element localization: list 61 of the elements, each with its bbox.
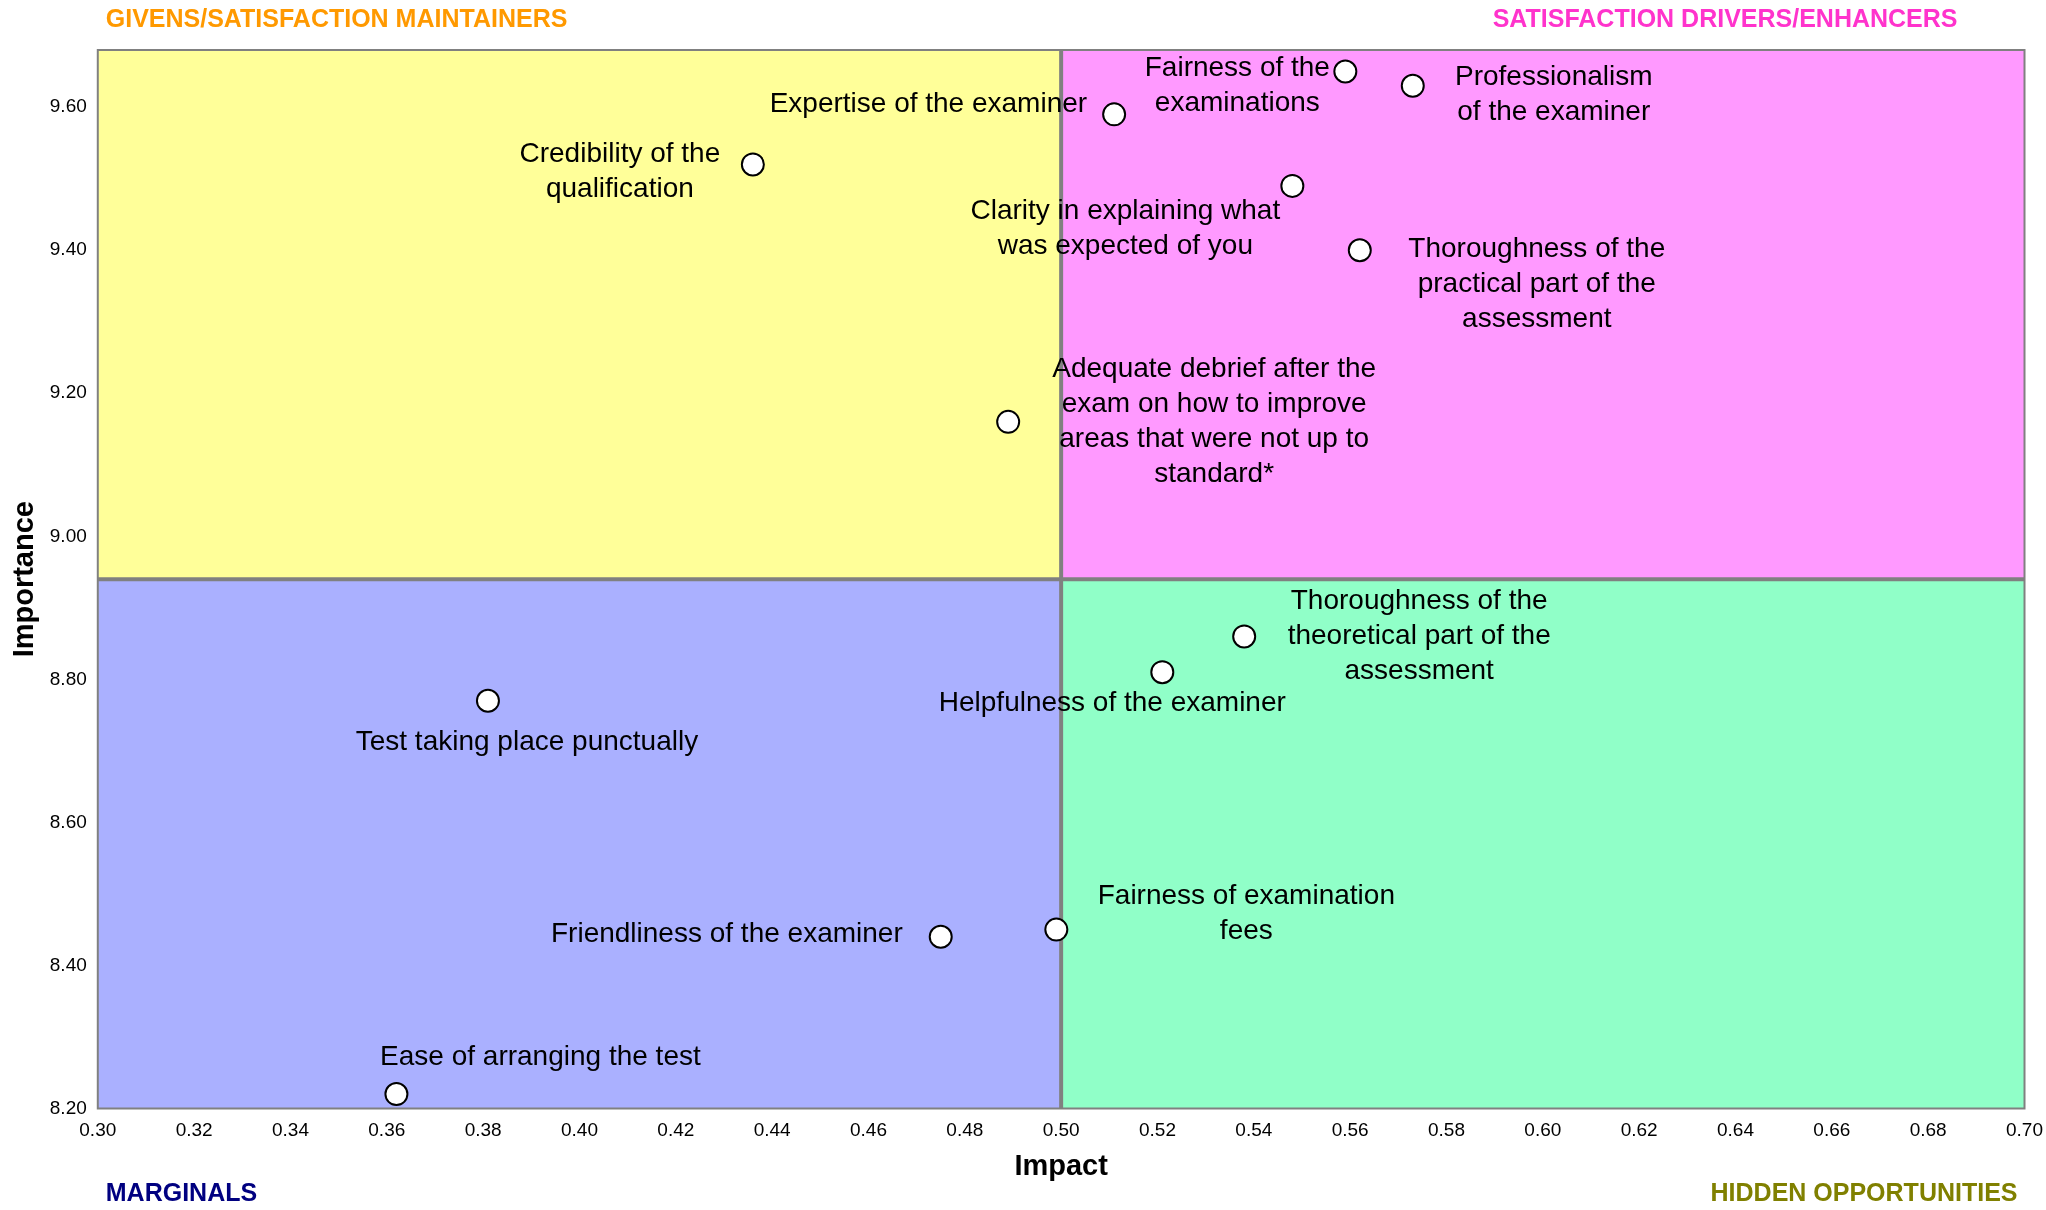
point [1102,102,1127,127]
band-label: SATISFACTION DRIVERS/ENHANCERS [1492,3,1958,32]
y-tick-label: 9.20 [49,381,87,403]
y-tick-label: 8.40 [49,953,87,975]
point [996,409,1021,434]
x-axis-title: Impact [1014,1148,1109,1181]
x-tick-label: 0.70 [2006,1119,2043,1141]
annotation: Thoroughness of the practical part of the assessment [1408,231,1666,333]
x-tick-label: 0.44 [753,1119,792,1141]
annotation: Test taking place punctually [355,725,699,757]
point [475,688,500,713]
y-tick-label: 9.60 [49,95,87,117]
x-tick-label: 0.40 [560,1119,598,1141]
x-tick-label: 0.60 [1524,1119,1562,1141]
annotation: Fairness of examination fees [1097,878,1395,945]
point [384,1082,409,1107]
band-label: MARGINALS [105,1177,258,1206]
x-tick-label: 0.58 [1428,1119,1465,1141]
x-tick-label: 0.64 [1717,1119,1755,1141]
band-label: GIVENS/SATISFACTION MAINTAINERS [105,3,568,32]
point [928,924,953,949]
x-tick-label: 0.66 [1813,1119,1851,1141]
x-tick-label: 0.52 [1138,1119,1176,1141]
point [1400,73,1425,98]
annotation: Clarity in explaining what was expected of you [970,194,1281,261]
point [1232,624,1257,649]
y-tick-label: 8.20 [49,1096,87,1118]
x-tick-label: 0.54 [1235,1119,1273,1141]
annotation: Ease of arranging the test [380,1039,701,1071]
point [1347,238,1372,263]
point [1280,173,1305,198]
x-tick-label: 0.46 [849,1119,887,1141]
point [1333,59,1358,84]
band-label: HIDDEN OPPORTUNITIES [1710,1177,2018,1206]
y-axis-title: Importance [7,501,40,658]
annotation: Helpfulness of the examiner [938,685,1286,717]
annotation: Friendliness of the examiner [550,917,903,949]
x-tick-label: 0.62 [1620,1119,1658,1141]
x-tick-label: 0.30 [79,1119,117,1141]
annotation: Expertise of the examiner [769,87,1088,119]
point [1044,917,1069,942]
annotation: Thoroughness of the theoretical part of the assessment [1287,584,1551,686]
x-tick-label: 0.48 [946,1119,984,1141]
x-tick-label: 0.34 [271,1119,310,1141]
annotation: Credibility of the qualification [519,136,721,203]
y-tick-label: 8.80 [49,667,87,689]
point [740,152,765,177]
point [1150,660,1175,685]
x-tick-label: 0.36 [368,1119,406,1141]
x-tick-label: 0.50 [1042,1119,1080,1141]
x-tick-label: 0.38 [464,1119,502,1141]
x-tick-label: 0.32 [175,1119,213,1141]
x-tick-label: 0.68 [1909,1119,1947,1141]
annotation: Professionalism of the examiner [1454,59,1653,126]
y-tick-label: 9.40 [49,238,87,260]
annotation: Adequate debrief after the exam on how to improve areas that were not up to standard* [1052,352,1377,489]
y-tick-label: 9.00 [49,524,87,546]
y-tick-label: 8.60 [49,810,87,832]
x-tick-label: 0.42 [657,1119,695,1141]
annotation: Fairness of the examinations [1144,50,1330,117]
x-tick-label: 0.56 [1331,1119,1369,1141]
